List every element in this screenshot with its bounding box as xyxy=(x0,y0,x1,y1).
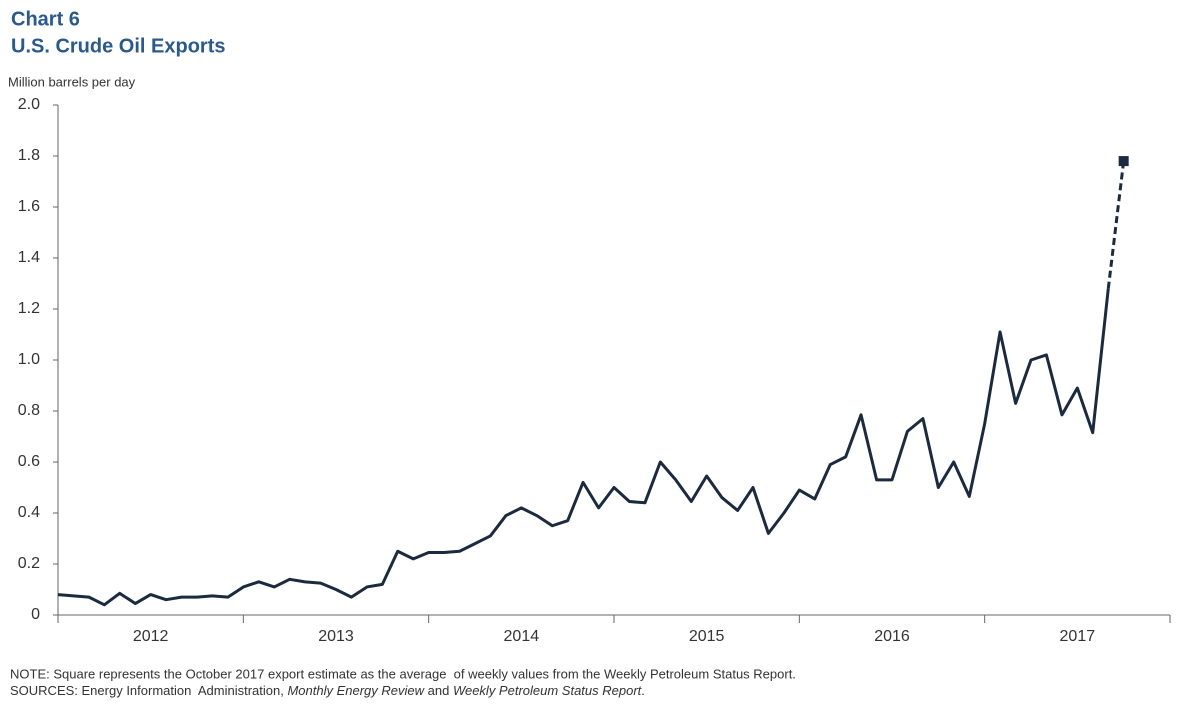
sources: SOURCES: Energy Information Administrati… xyxy=(10,683,645,698)
chart-subtitle: U.S. Crude Oil Exports xyxy=(11,35,225,57)
source-part: SOURCES: Energy Information Administrati… xyxy=(10,683,287,698)
note: NOTE: Square represents the October 2017… xyxy=(10,666,796,681)
y-tick-label: 1.8 xyxy=(18,147,40,164)
source-part: Weekly Petroleum Status Report xyxy=(453,683,643,698)
data-line xyxy=(57,288,1110,607)
y-axis-label: Million barrels per day xyxy=(8,74,136,89)
y-tick-label: 0.2 xyxy=(18,555,40,572)
y-tick-label: 0.8 xyxy=(18,402,40,419)
source-part: and xyxy=(424,683,453,698)
x-tick-label: 2014 xyxy=(504,628,540,645)
x-tick-label: 2015 xyxy=(689,628,725,645)
y-tick-label: 1.4 xyxy=(18,249,40,266)
y-tick-label: 1.2 xyxy=(18,300,40,317)
y-tick-label: 1.0 xyxy=(18,351,40,368)
x-tick-label: 2012 xyxy=(133,628,169,645)
estimate-marker xyxy=(1118,156,1129,167)
source-part: . xyxy=(641,683,645,698)
estimate-connector xyxy=(1106,160,1126,289)
x-tick-label: 2017 xyxy=(1060,628,1096,645)
y-tick-label: 2.0 xyxy=(18,96,40,113)
y-tick-label: 0.4 xyxy=(18,504,40,521)
source-part: Monthly Energy Review xyxy=(287,683,425,698)
y-tick-label: 1.6 xyxy=(18,198,40,215)
y-tick-label: 0 xyxy=(31,606,40,623)
chart-title: Chart 6 xyxy=(11,8,80,30)
x-tick-label: 2016 xyxy=(874,628,910,645)
y-tick-label: 0.6 xyxy=(18,453,40,470)
x-tick-label: 2013 xyxy=(318,628,354,645)
